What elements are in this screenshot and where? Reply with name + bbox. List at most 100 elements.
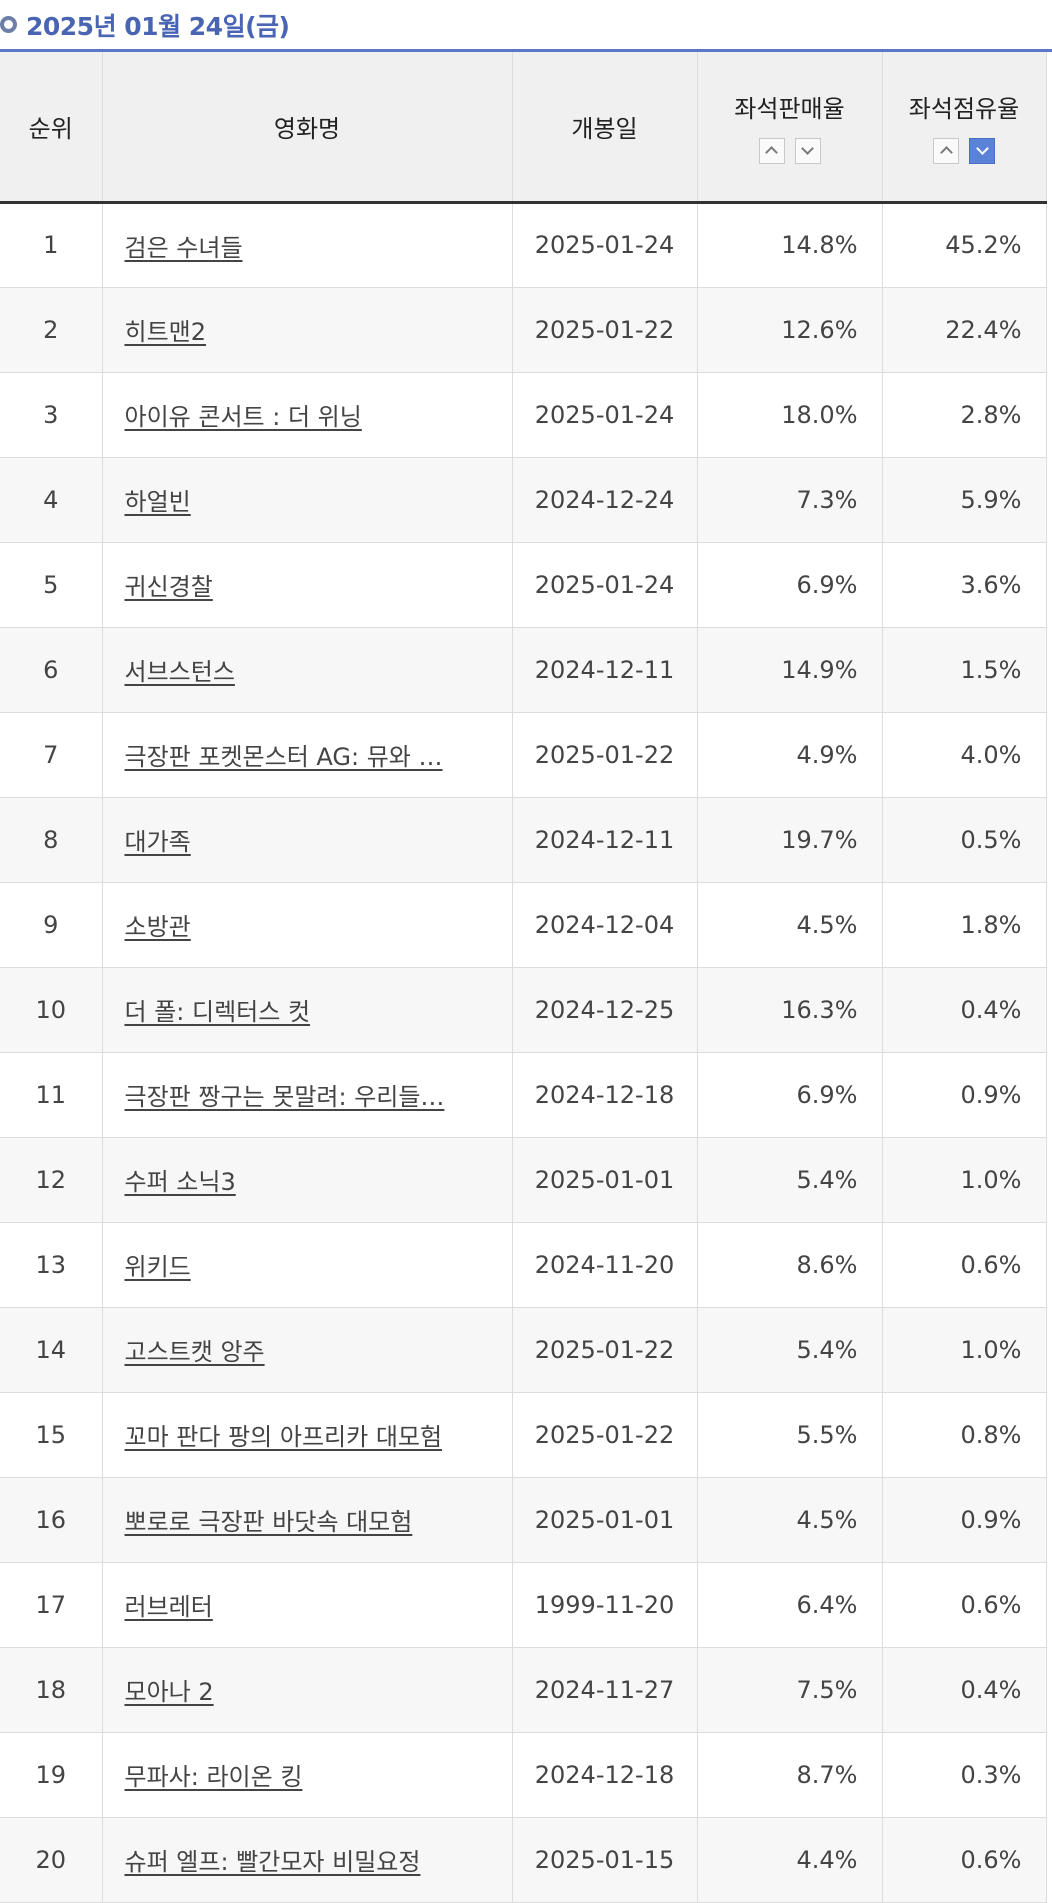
chevron-up-icon (939, 146, 953, 160)
occupancy-sort-asc-button[interactable] (933, 137, 959, 164)
rank-cell: 11 (0, 1052, 103, 1138)
title-cell: 검은 수녀들 (102, 202, 513, 288)
sales-rate-cell: 4.5% (697, 882, 883, 968)
occupancy-cell: 0.9% (882, 1052, 1047, 1138)
occupancy-sort-desc-button[interactable] (969, 137, 995, 164)
header-occupancy: 좌석점유율 (882, 52, 1047, 204)
release-date-cell: 2025-01-24 (512, 202, 698, 288)
table-row: 8 대가족 2024-12-11 19.7% 0.5% (0, 797, 1047, 883)
movie-title-link[interactable]: 뽀로로 극장판 바닷속 대모험 (124, 1508, 413, 1536)
occupancy-cell: 0.8% (882, 1392, 1047, 1478)
sales-rate-cell: 5.5% (697, 1392, 883, 1478)
movie-title-link[interactable]: 소방관 (124, 913, 191, 941)
table-row: 10 더 폴: 디렉터스 컷 2024-12-25 16.3% 0.4% (0, 967, 1047, 1053)
table-row: 16 뽀로로 극장판 바닷속 대모험 2025-01-01 4.5% 0.9% (0, 1477, 1047, 1563)
rank-cell: 4 (0, 457, 103, 543)
rank-cell: 6 (0, 627, 103, 713)
movie-title-link[interactable]: 위키드 (124, 1253, 191, 1281)
table-row: 4 하얼빈 2024-12-24 7.3% 5.9% (0, 457, 1047, 543)
occupancy-cell: 5.9% (882, 457, 1047, 543)
movie-title-link[interactable]: 극장판 포켓몬스터 AG: 뮤와 … (124, 743, 443, 771)
rank-cell: 8 (0, 797, 103, 883)
occupancy-cell: 3.6% (882, 542, 1047, 628)
release-date-cell: 2024-12-24 (512, 457, 698, 543)
date-title: 2025년 01월 24일(금) (26, 11, 290, 41)
movie-title-link[interactable]: 대가족 (124, 828, 191, 856)
sales-rate-sort-desc-button[interactable] (794, 137, 821, 164)
release-date-cell: 2025-01-24 (512, 542, 698, 628)
title-cell: 러브레터 (102, 1562, 513, 1648)
table-row: 2 히트맨2 2025-01-22 12.6% 22.4% (0, 287, 1047, 373)
title-cell: 슈퍼 엘프: 빨간모자 비밀요정 (102, 1817, 513, 1903)
movie-title-link[interactable]: 검은 수녀들 (124, 233, 243, 262)
rank-cell: 15 (0, 1392, 103, 1478)
movie-title-link[interactable]: 무파사: 라이온 킹 (124, 1763, 303, 1791)
rank-cell: 16 (0, 1477, 103, 1563)
occupancy-cell: 0.6% (882, 1222, 1047, 1308)
rank-cell: 17 (0, 1562, 103, 1648)
release-date-cell: 2025-01-22 (512, 1307, 698, 1393)
release-date-cell: 2024-11-20 (512, 1222, 698, 1308)
occupancy-cell: 45.2% (882, 202, 1047, 288)
header-sales-rate-label: 좌석판매율 (734, 94, 845, 123)
title-cell: 더 폴: 디렉터스 컷 (102, 967, 513, 1053)
sales-rate-cell: 12.6% (697, 287, 883, 373)
release-date-cell: 2024-12-18 (512, 1052, 698, 1138)
sales-rate-cell: 4.5% (697, 1477, 883, 1563)
header-rank: 순위 (0, 52, 103, 204)
sales-rate-sort-asc-button[interactable] (758, 137, 785, 164)
occupancy-cell: 1.8% (882, 882, 1047, 968)
table-row: 7 극장판 포켓몬스터 AG: 뮤와 … 2025-01-22 4.9% 4.0% (0, 712, 1047, 798)
table-row: 1 검은 수녀들 2025-01-24 14.8% 45.2% (0, 202, 1047, 288)
sales-rate-cell: 16.3% (697, 967, 883, 1053)
movie-title-link[interactable]: 귀신경찰 (124, 573, 213, 601)
movie-title-link[interactable]: 슈퍼 엘프: 빨간모자 비밀요정 (124, 1848, 421, 1876)
movie-title-link[interactable]: 하얼빈 (124, 488, 191, 516)
table-row: 5 귀신경찰 2025-01-24 6.9% 3.6% (0, 542, 1047, 628)
title-cell: 꼬마 판다 팡의 아프리카 대모험 (102, 1392, 513, 1478)
occupancy-cell: 0.4% (882, 967, 1047, 1053)
chevron-up-icon (765, 146, 778, 160)
movie-title-link[interactable]: 꼬마 판다 팡의 아프리카 대모험 (124, 1423, 443, 1451)
rank-cell: 18 (0, 1647, 103, 1733)
movie-title-link[interactable]: 서브스턴스 (124, 658, 235, 686)
title-cell: 위키드 (102, 1222, 513, 1308)
occupancy-cell: 0.6% (882, 1562, 1047, 1648)
movie-title-link[interactable]: 고스트캣 앙주 (124, 1338, 265, 1366)
movie-title-link[interactable]: 모아나 2 (124, 1678, 214, 1706)
rank-cell: 12 (0, 1137, 103, 1223)
movie-title-link[interactable]: 러브레터 (124, 1593, 213, 1621)
table-row: 19 무파사: 라이온 킹 2024-12-18 8.7% 0.3% (0, 1732, 1047, 1818)
rank-cell: 5 (0, 542, 103, 628)
occupancy-cell: 0.5% (882, 797, 1047, 883)
circle-bullet-icon (0, 16, 17, 33)
movie-title-link[interactable]: 수퍼 소닉3 (124, 1168, 236, 1196)
movie-title-link[interactable]: 더 폴: 디렉터스 컷 (124, 998, 311, 1026)
sales-rate-cell: 19.7% (697, 797, 883, 883)
table-row: 3 아이유 콘서트 : 더 위닝 2025-01-24 18.0% 2.8% (0, 372, 1047, 458)
chevron-down-icon (801, 142, 814, 156)
occupancy-cell: 4.0% (882, 712, 1047, 798)
rank-cell: 13 (0, 1222, 103, 1308)
table-row: 20 슈퍼 엘프: 빨간모자 비밀요정 2025-01-15 4.4% 0.6% (0, 1817, 1047, 1903)
movie-title-link[interactable]: 아이유 콘서트 : 더 위닝 (124, 403, 362, 431)
movie-title-link[interactable]: 히트맨2 (124, 318, 207, 346)
title-cell: 대가족 (102, 797, 513, 883)
table-row: 15 꼬마 판다 팡의 아프리카 대모험 2025-01-22 5.5% 0.8% (0, 1392, 1047, 1478)
title-cell: 뽀로로 극장판 바닷속 대모험 (102, 1477, 513, 1563)
occupancy-cell: 0.4% (882, 1647, 1047, 1733)
movie-title-link[interactable]: 극장판 짱구는 못말려: 우리들… (124, 1083, 445, 1111)
header-occupancy-label: 좌석점유율 (908, 94, 1020, 123)
table-row: 13 위키드 2024-11-20 8.6% 0.6% (0, 1222, 1047, 1308)
occupancy-cell: 0.9% (882, 1477, 1047, 1563)
sales-rate-cell: 7.3% (697, 457, 883, 543)
occupancy-cell: 1.0% (882, 1307, 1047, 1393)
sales-rate-cell: 8.6% (697, 1222, 883, 1308)
release-date-cell: 2024-12-11 (512, 627, 698, 713)
rank-cell: 20 (0, 1817, 103, 1903)
header-sales-rate: 좌석판매율 (697, 52, 883, 204)
rank-cell: 3 (0, 372, 103, 458)
boxoffice-table-container: 순위 영화명 개봉일 좌석판매율 좌석점유율 (0, 52, 1052, 1903)
title-cell: 고스트캣 앙주 (102, 1307, 513, 1393)
sales-rate-cell: 5.4% (697, 1307, 883, 1393)
